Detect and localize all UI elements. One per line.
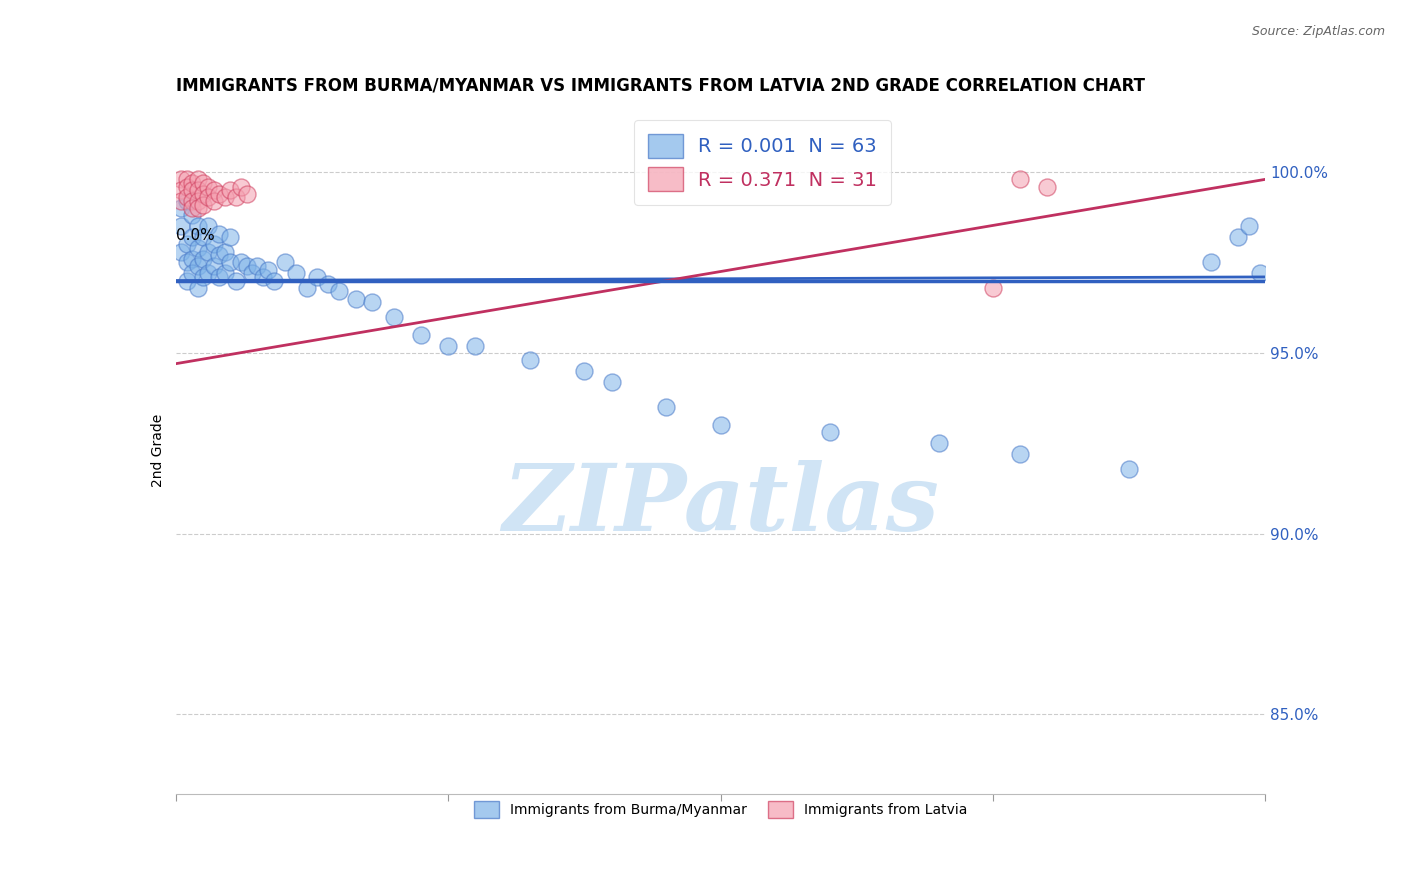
Point: [284, 266, 307, 280]
Point: [231, 255, 253, 269]
Point: [344, 292, 367, 306]
Point: [1249, 266, 1271, 280]
Point: [170, 201, 193, 215]
Point: [246, 259, 269, 273]
Point: [328, 285, 350, 299]
Point: [208, 269, 231, 284]
Point: [197, 179, 219, 194]
Point: [186, 259, 209, 273]
Point: [307, 269, 329, 284]
Point: [176, 255, 198, 269]
Point: [170, 219, 193, 234]
Point: [176, 190, 198, 204]
Point: [360, 295, 382, 310]
Point: [1010, 172, 1032, 186]
Point: [176, 179, 198, 194]
Point: [197, 219, 219, 234]
Point: [219, 183, 242, 197]
Point: [235, 259, 257, 273]
Legend: Immigrants from Burma/Myanmar, Immigrants from Latvia: Immigrants from Burma/Myanmar, Immigrant…: [467, 794, 974, 825]
Point: [1010, 447, 1032, 461]
Point: [181, 252, 204, 266]
Point: [170, 183, 193, 197]
Point: [231, 179, 253, 194]
Point: [186, 183, 209, 197]
Point: [181, 201, 204, 215]
Point: [219, 255, 242, 269]
Point: [186, 172, 209, 186]
Point: [170, 172, 193, 186]
Point: [257, 262, 280, 277]
Point: [186, 201, 209, 215]
Point: [252, 269, 274, 284]
Point: [1118, 461, 1140, 475]
Point: [409, 327, 432, 342]
Point: [186, 219, 209, 234]
Point: [219, 230, 242, 244]
Point: [191, 230, 214, 244]
Point: [208, 227, 231, 241]
Point: [202, 194, 225, 208]
Point: [981, 281, 1004, 295]
Point: [214, 190, 236, 204]
Point: [519, 353, 541, 368]
Point: [1199, 255, 1222, 269]
Point: [191, 252, 214, 266]
Point: [600, 375, 623, 389]
Point: [225, 274, 247, 288]
Point: [225, 190, 247, 204]
Point: [170, 244, 193, 259]
Point: [437, 338, 460, 352]
Point: [1227, 230, 1250, 244]
Point: [240, 266, 263, 280]
Point: [818, 425, 841, 440]
Point: [181, 230, 204, 244]
Point: [176, 172, 198, 186]
Point: [170, 194, 193, 208]
Point: [181, 176, 204, 190]
Point: [1036, 179, 1059, 194]
Point: [181, 209, 204, 223]
Y-axis label: 2nd Grade: 2nd Grade: [150, 414, 165, 487]
Point: [235, 186, 257, 201]
Point: [181, 266, 204, 280]
Point: [295, 281, 318, 295]
Point: [710, 418, 733, 433]
Point: [186, 194, 209, 208]
Point: [214, 244, 236, 259]
Point: [186, 241, 209, 255]
Point: [197, 266, 219, 280]
Point: [318, 277, 340, 292]
Text: ZIPatlas: ZIPatlas: [502, 460, 939, 550]
Point: [197, 244, 219, 259]
Point: [176, 274, 198, 288]
Point: [191, 186, 214, 201]
Text: Source: ZipAtlas.com: Source: ZipAtlas.com: [1251, 25, 1385, 38]
Point: [176, 194, 198, 208]
Point: [181, 183, 204, 197]
Point: [464, 338, 486, 352]
Point: [202, 259, 225, 273]
Point: [186, 281, 209, 295]
Point: [574, 364, 596, 378]
Point: [382, 310, 405, 324]
Point: [1237, 219, 1260, 234]
Point: [197, 190, 219, 204]
Point: [176, 237, 198, 252]
Point: [191, 176, 214, 190]
Point: [274, 255, 297, 269]
Point: [655, 400, 678, 414]
Point: [181, 194, 204, 208]
Point: [263, 274, 285, 288]
Point: [208, 186, 231, 201]
Point: [191, 197, 214, 211]
Point: [202, 183, 225, 197]
Text: 0.0%: 0.0%: [176, 228, 215, 243]
Point: [214, 266, 236, 280]
Point: [202, 237, 225, 252]
Point: [928, 436, 950, 450]
Point: [191, 269, 214, 284]
Point: [208, 248, 231, 262]
Text: IMMIGRANTS FROM BURMA/MYANMAR VS IMMIGRANTS FROM LATVIA 2ND GRADE CORRELATION CH: IMMIGRANTS FROM BURMA/MYANMAR VS IMMIGRA…: [176, 77, 1144, 95]
